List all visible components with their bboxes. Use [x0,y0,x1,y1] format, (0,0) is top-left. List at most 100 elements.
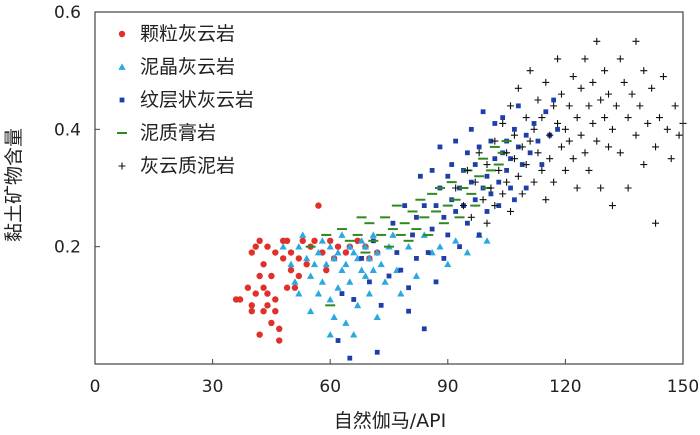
data-point [350,248,358,256]
data-point [518,143,526,151]
data-point [491,137,499,145]
data-point [326,331,334,338]
data-point [334,284,342,291]
data-point [394,250,400,255]
data-point [437,144,443,150]
data-point [573,184,581,192]
y-axis-title: 黏土矿物含量 [3,128,25,242]
data-point [444,260,452,268]
data-point [514,172,522,180]
data-point [483,161,491,169]
data-point [585,166,593,174]
data-point [508,156,513,162]
data-point [589,78,597,86]
data-point [555,126,560,132]
data-point [488,138,494,144]
data-point [463,166,471,174]
data-point [500,115,506,120]
data-point [589,119,597,127]
data-point [457,244,462,250]
data-point [299,231,307,238]
data-point [648,84,656,92]
data-point [546,155,554,163]
data-point [421,326,427,332]
data-point [523,185,529,191]
data-point [449,162,455,167]
data-point [295,255,303,262]
data-point [279,243,287,250]
legend-label: 灰云质泥岩 [140,155,235,177]
data-point [365,290,373,297]
data-point [526,137,534,145]
data-point [561,125,569,133]
data-point [291,278,299,285]
data-point [624,114,632,122]
data-point [663,125,671,133]
data-point [620,78,628,86]
data-point [295,272,303,280]
data-point [496,179,502,185]
data-point [659,73,667,81]
data-point [314,290,323,297]
data-point [326,243,334,250]
data-point [508,185,513,191]
data-point [373,248,381,256]
data-point [655,114,663,122]
data-point [310,260,319,268]
data-point [632,131,640,139]
data-point [421,203,427,208]
data-point [491,202,499,210]
y-tick-label: 0.6 [54,3,81,23]
data-point [373,313,381,320]
data-point [377,260,385,268]
data-point [410,232,415,238]
series-3 [335,97,560,361]
data-point [453,209,459,214]
data-point [342,260,350,268]
data-point [390,220,396,226]
data-point [488,191,494,197]
data-point [272,308,279,315]
data-point [593,137,601,145]
data-point [534,96,542,104]
data-point [503,178,511,186]
data-point [640,67,648,75]
data-point [248,249,255,256]
data-point [327,237,334,244]
data-point [398,267,404,273]
data-point [518,190,526,198]
data-point [452,237,460,244]
data-point [405,243,413,250]
data-point [499,119,507,127]
data-point [459,202,467,210]
data-point [530,178,538,186]
data-point [535,138,541,144]
data-point [441,256,447,261]
data-point [675,131,683,139]
data-point [260,308,267,315]
data-point [369,266,377,274]
data-point [287,260,295,268]
x-tick-label: 60 [319,377,341,397]
series-4 [305,140,512,307]
data-point [445,232,451,238]
data-point [465,220,470,226]
data-point [531,121,537,126]
data-point [510,131,518,139]
data-point [314,248,323,256]
data-point [543,109,549,115]
data-point [236,296,244,303]
data-point [569,155,577,163]
data-point [476,232,482,238]
data-point [283,237,291,244]
data-point [499,190,507,198]
data-point [465,150,470,156]
x-tick-label: 120 [549,377,581,397]
data-point [468,126,474,132]
data-point [429,226,435,232]
legend-marker [118,30,126,38]
data-point [557,90,565,98]
data-point [295,243,303,250]
data-point [244,284,252,291]
